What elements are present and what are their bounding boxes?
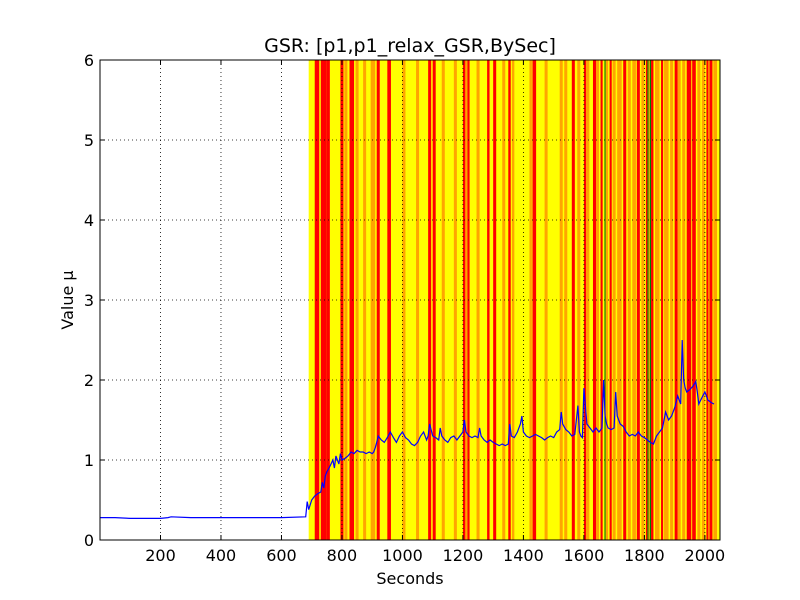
y-tick-label: 0 (84, 531, 94, 550)
band-orange (596, 60, 600, 540)
band-orange (664, 60, 669, 540)
band-red (432, 60, 436, 540)
band-orange (677, 60, 681, 540)
y-tick-label: 6 (84, 51, 94, 70)
band-red (428, 60, 432, 540)
band-red (692, 60, 696, 540)
band-orange (529, 60, 532, 540)
band-red (320, 60, 327, 540)
band-orange (627, 60, 631, 540)
band-green (649, 60, 652, 540)
band-red (709, 60, 713, 540)
x-tick-label: 1800 (624, 546, 665, 565)
band-orange (559, 60, 563, 540)
x-tick-label: 200 (145, 546, 176, 565)
band-red (508, 60, 511, 540)
band-orange (416, 60, 420, 540)
band-red (661, 60, 664, 540)
band-orange (701, 60, 705, 540)
x-tick-label: 600 (266, 546, 297, 565)
band-red (493, 60, 497, 540)
x-tick-label: 400 (206, 546, 237, 565)
band-red (636, 60, 640, 540)
band-red (609, 60, 612, 540)
band-green (604, 60, 606, 540)
band-red (387, 60, 391, 540)
chart-title: GSR: [p1,p1_relax_GSR,BySec] (264, 35, 556, 57)
band-orange (453, 60, 457, 540)
x-tick-label: 1600 (564, 546, 605, 565)
band-orange (612, 60, 616, 540)
band-orange (544, 60, 548, 540)
band-red (592, 60, 596, 540)
series-line-gsr (100, 339, 715, 520)
band-orange (682, 60, 686, 540)
band-orange (441, 60, 445, 540)
band-red (645, 60, 648, 540)
x-axis: 200 400 600 800 1000 1200 1400 1600 1800 2000 (145, 60, 725, 565)
y-axis: 0 1 2 3 4 5 6 (84, 51, 720, 550)
band-red (583, 60, 587, 540)
bands-layer (308, 60, 720, 540)
x-tick-label: 1400 (503, 546, 544, 565)
band-orange (355, 60, 359, 540)
band-orange (648, 60, 650, 540)
line-layer (100, 339, 715, 520)
band-orange (654, 60, 660, 540)
band-orange (476, 60, 480, 540)
band-red (376, 60, 380, 540)
y-axis-title: Value µ (58, 270, 77, 329)
x-tick-label: 1000 (382, 546, 423, 565)
plot-area (99, 59, 721, 541)
band-red (600, 60, 603, 540)
band-orange (697, 60, 701, 540)
band-orange (511, 60, 515, 540)
band-orange (402, 60, 406, 540)
band-orange (577, 60, 581, 540)
band-red (349, 60, 355, 540)
band-orange (670, 60, 674, 540)
y-tick-label: 5 (84, 131, 94, 150)
band-orange (465, 60, 468, 540)
band-orange (502, 60, 506, 540)
y-tick-label: 3 (84, 291, 94, 310)
y-tick-label: 4 (84, 211, 94, 230)
y-tick-label: 1 (84, 451, 94, 470)
x-tick-label: 2000 (685, 546, 726, 565)
band-red (706, 60, 709, 540)
x-tick-label: 1200 (443, 546, 484, 565)
band-orange (641, 60, 645, 540)
band-orange (605, 60, 609, 540)
x-axis-title: Seconds (376, 569, 443, 588)
band-orange (632, 60, 636, 540)
band-orange (344, 60, 348, 540)
band-red (532, 60, 537, 540)
y-tick-label: 2 (84, 371, 94, 390)
x-tick-label: 800 (327, 546, 358, 565)
band-orange (617, 60, 622, 540)
band-orange (564, 60, 568, 540)
band-red (571, 60, 575, 540)
